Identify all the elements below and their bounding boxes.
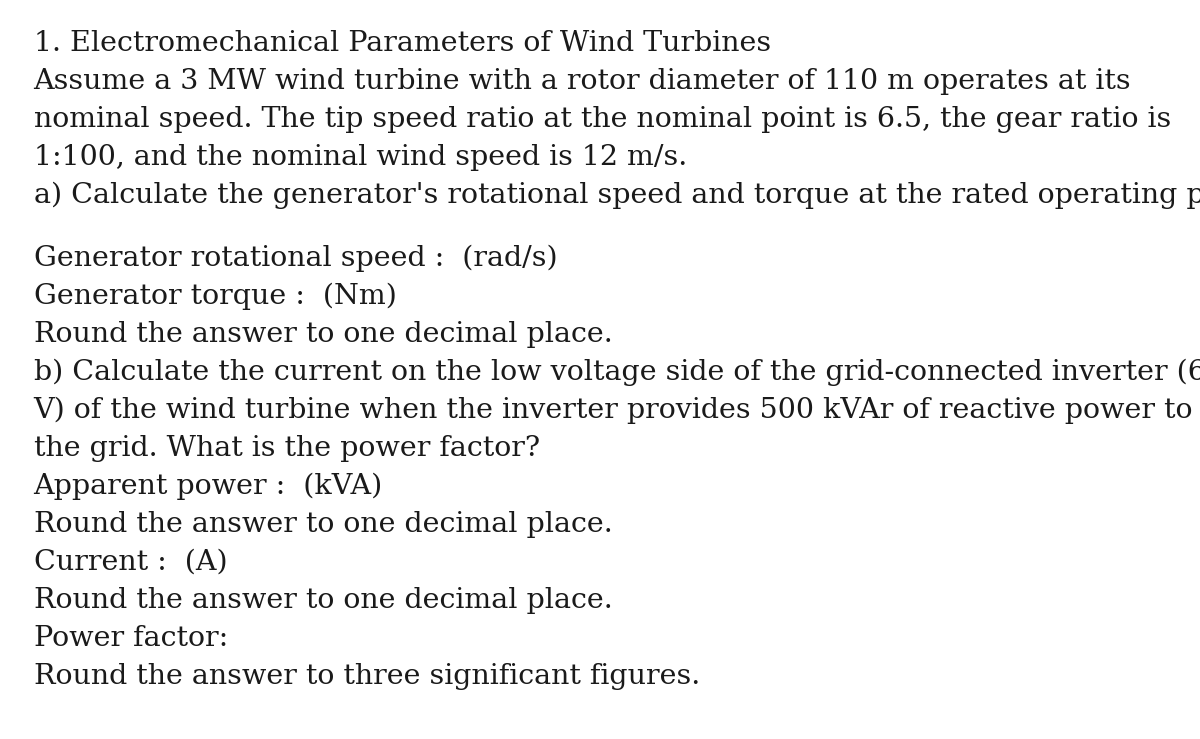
Text: Round the answer to three significant figures.: Round the answer to three significant fi… <box>34 663 700 690</box>
Text: Generator rotational speed :  (rad/s): Generator rotational speed : (rad/s) <box>34 245 557 273</box>
Text: 1:100, and the nominal wind speed is 12 m/s.: 1:100, and the nominal wind speed is 12 … <box>34 144 686 171</box>
Text: Generator torque :  (Nm): Generator torque : (Nm) <box>34 283 396 310</box>
Text: V) of the wind turbine when the inverter provides 500 kVAr of reactive power to: V) of the wind turbine when the inverter… <box>34 397 1193 424</box>
Text: the grid. What is the power factor?: the grid. What is the power factor? <box>34 435 540 462</box>
Text: Assume a 3 MW wind turbine with a rotor diameter of 110 m operates at its: Assume a 3 MW wind turbine with a rotor … <box>34 68 1132 95</box>
Text: Round the answer to one decimal place.: Round the answer to one decimal place. <box>34 587 612 614</box>
Text: Round the answer to one decimal place.: Round the answer to one decimal place. <box>34 511 612 538</box>
Text: nominal speed. The tip speed ratio at the nominal point is 6.5, the gear ratio i: nominal speed. The tip speed ratio at th… <box>34 106 1171 133</box>
Text: Round the answer to one decimal place.: Round the answer to one decimal place. <box>34 321 612 348</box>
Text: 1. Electromechanical Parameters of Wind Turbines: 1. Electromechanical Parameters of Wind … <box>34 30 770 57</box>
Text: b) Calculate the current on the low voltage side of the grid-connected inverter : b) Calculate the current on the low volt… <box>34 359 1200 386</box>
Text: Apparent power :  (kVA): Apparent power : (kVA) <box>34 473 383 500</box>
Text: Power factor:: Power factor: <box>34 625 228 652</box>
Text: Current :  (A): Current : (A) <box>34 549 227 576</box>
Text: a) Calculate the generator's rotational speed and torque at the rated operating : a) Calculate the generator's rotational … <box>34 182 1200 209</box>
